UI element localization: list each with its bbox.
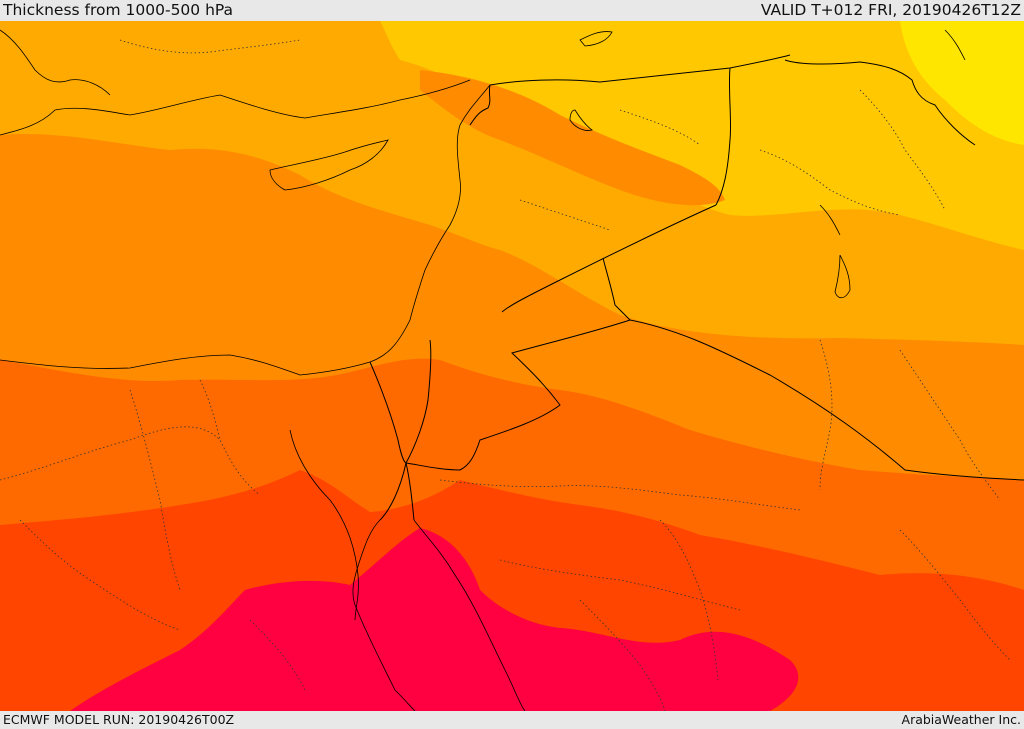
coastlines (0, 29, 966, 711)
credit-label: ArabiaWeather Inc. (901, 712, 1021, 727)
thickness-map[interactable] (0, 21, 1024, 711)
admin-boundaries (0, 39, 1011, 711)
header-bar: Thickness from 1000-500 hPa VALID T+012 … (0, 0, 1024, 21)
country-borders (369, 54, 1024, 521)
map-title: Thickness from 1000-500 hPa (3, 1, 234, 19)
band-yellow-high (380, 21, 1024, 250)
model-run-label: ECMWF MODEL RUN: 20190426T00Z (3, 712, 235, 727)
valid-time: VALID T+012 FRI, 20190426T12Z (760, 1, 1021, 19)
band-orange-top (420, 70, 725, 206)
band-crimson (70, 528, 799, 711)
band-yellow-top (900, 21, 1024, 145)
footer-bar: ECMWF MODEL RUN: 20190426T00Z ArabiaWeat… (0, 711, 1024, 729)
